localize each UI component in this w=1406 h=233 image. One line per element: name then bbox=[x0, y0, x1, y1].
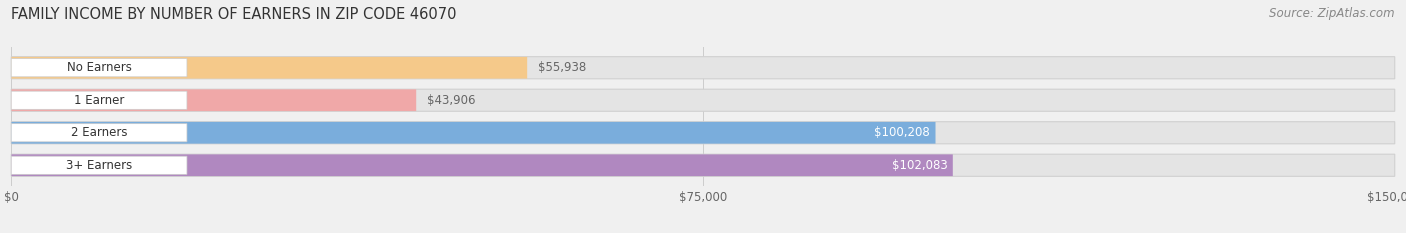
FancyBboxPatch shape bbox=[11, 122, 1395, 144]
FancyBboxPatch shape bbox=[11, 124, 187, 142]
Text: Source: ZipAtlas.com: Source: ZipAtlas.com bbox=[1270, 7, 1395, 20]
FancyBboxPatch shape bbox=[11, 89, 416, 111]
Text: 2 Earners: 2 Earners bbox=[70, 126, 128, 139]
FancyBboxPatch shape bbox=[11, 154, 1395, 176]
FancyBboxPatch shape bbox=[11, 89, 1395, 111]
FancyBboxPatch shape bbox=[11, 57, 1395, 79]
Text: FAMILY INCOME BY NUMBER OF EARNERS IN ZIP CODE 46070: FAMILY INCOME BY NUMBER OF EARNERS IN ZI… bbox=[11, 7, 457, 22]
FancyBboxPatch shape bbox=[11, 156, 187, 174]
FancyBboxPatch shape bbox=[11, 59, 187, 77]
FancyBboxPatch shape bbox=[11, 57, 527, 79]
Text: $102,083: $102,083 bbox=[891, 159, 948, 172]
Text: 1 Earner: 1 Earner bbox=[75, 94, 124, 107]
FancyBboxPatch shape bbox=[11, 122, 935, 144]
Text: $55,938: $55,938 bbox=[538, 61, 586, 74]
Text: No Earners: No Earners bbox=[66, 61, 132, 74]
FancyBboxPatch shape bbox=[11, 154, 953, 176]
Text: $43,906: $43,906 bbox=[427, 94, 475, 107]
Text: $100,208: $100,208 bbox=[875, 126, 929, 139]
FancyBboxPatch shape bbox=[11, 91, 187, 109]
Text: 3+ Earners: 3+ Earners bbox=[66, 159, 132, 172]
